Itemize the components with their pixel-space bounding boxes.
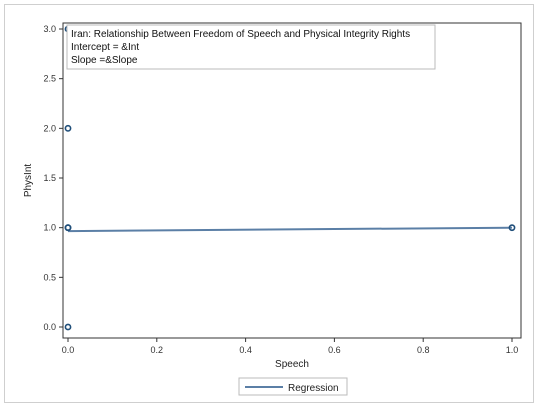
x-tick-label: 1.0 bbox=[506, 345, 519, 355]
regression-line bbox=[67, 226, 513, 233]
x-tick-label: 0.0 bbox=[62, 345, 75, 355]
data-point bbox=[64, 124, 72, 132]
inset-slope: Slope =&Slope bbox=[71, 55, 138, 66]
chart-svg: 0.0 0.5 1.0 1.5 2.0 2.5 3.0 0.0 0.2 0.4 0.6 0.8 1.0… bbox=[23, 22, 522, 396]
plot-area bbox=[62, 22, 522, 339]
inset-border bbox=[66, 24, 436, 70]
data-point bbox=[508, 224, 516, 232]
chart-frame: 0.0 0.5 1.0 1.5 2.0 2.5 3.0 0.0 0.2 0.4 0.6 0.8 1.0… bbox=[4, 4, 534, 403]
y-tick-label: 1.0 bbox=[43, 223, 56, 233]
y-tick-label: 2.5 bbox=[43, 74, 56, 84]
x-tick-label: 0.2 bbox=[151, 345, 164, 355]
y-tick-label: 0.0 bbox=[43, 322, 56, 332]
y-tick-label: 1.5 bbox=[43, 173, 56, 183]
inset-intercept: Intercept = &Int bbox=[71, 42, 139, 53]
legend-entry-regression: Regression bbox=[288, 383, 339, 394]
y-axis: 0.0 0.5 1.0 1.5 2.0 2.5 3.0 bbox=[43, 24, 63, 332]
x-tick-label: 0.4 bbox=[239, 345, 252, 355]
y-axis-title: PhysInt bbox=[23, 164, 34, 198]
x-axis-title: Speech bbox=[275, 359, 309, 370]
x-tick-label: 0.6 bbox=[328, 345, 341, 355]
x-axis: 0.0 0.2 0.4 0.6 0.8 1.0 bbox=[62, 338, 519, 355]
y-tick-label: 0.5 bbox=[43, 272, 56, 282]
data-point bbox=[64, 224, 72, 232]
y-tick-label: 2.0 bbox=[43, 123, 56, 133]
inset-box: Iran: Relationship Between Freedom of Sp… bbox=[66, 24, 436, 70]
legend-border bbox=[238, 377, 348, 396]
inset-title: Iran: Relationship Between Freedom of Sp… bbox=[71, 29, 410, 40]
x-tick-label: 0.8 bbox=[417, 345, 430, 355]
y-tick-label: 3.0 bbox=[43, 24, 56, 34]
legend: Regression bbox=[238, 377, 348, 396]
data-point bbox=[64, 323, 72, 331]
